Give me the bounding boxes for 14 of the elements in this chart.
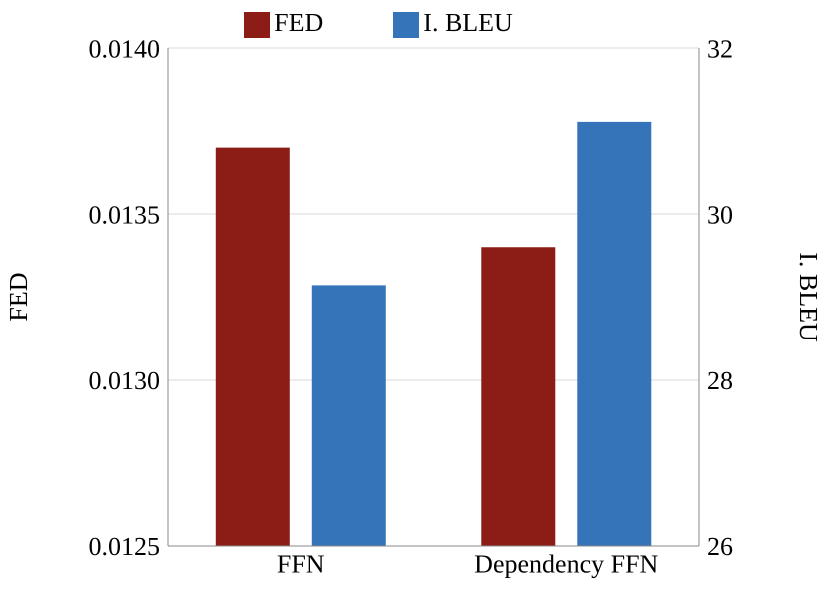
y2-tick-label: 28 [707, 366, 733, 396]
x-tick-label: Dependency FFN [474, 549, 659, 578]
y-tick-label: 0.0135 [88, 200, 160, 230]
y2-tick-label: 26 [707, 532, 733, 562]
y-tick-label: 0.0130 [88, 366, 160, 396]
legend-label: FED [274, 8, 324, 37]
x-tick-label: FFN [276, 549, 325, 578]
y-axis-title: FED [4, 272, 34, 322]
y2-tick-label: 32 [707, 34, 733, 64]
y-tick-label: 0.0125 [88, 532, 160, 562]
y2-tick-label: 30 [707, 200, 733, 230]
legend-label: I. BLEU [423, 8, 513, 37]
y-tick-label: 0.0140 [88, 34, 160, 64]
y2-axis-title: I. BLEU [794, 252, 823, 342]
